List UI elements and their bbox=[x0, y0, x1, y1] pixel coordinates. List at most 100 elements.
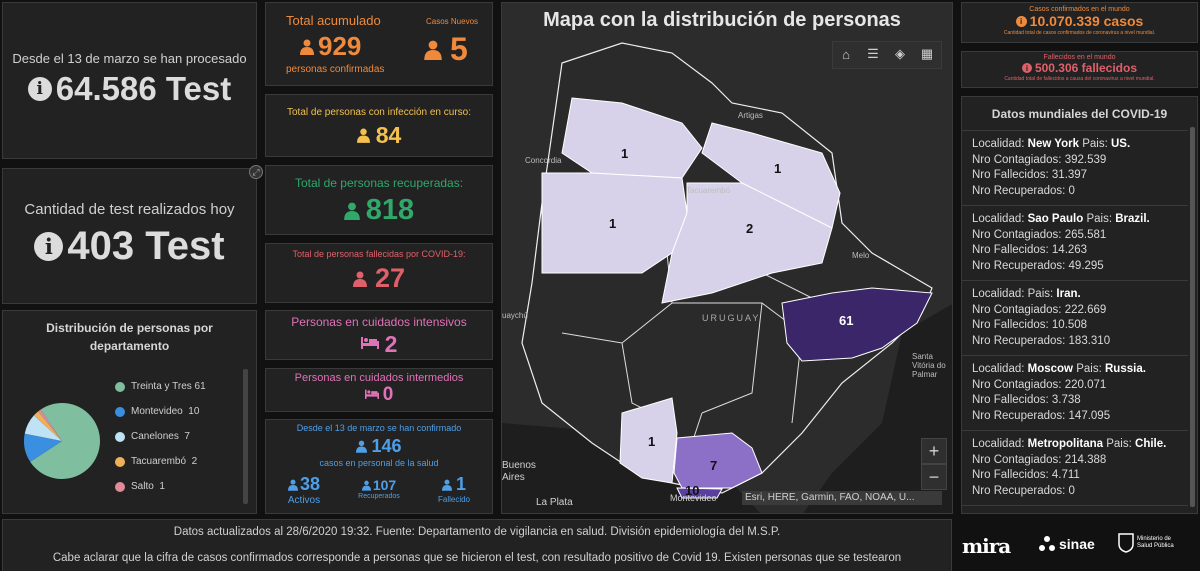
mira-logo[interactable]: mira bbox=[962, 534, 1011, 558]
legend-label: Canelones bbox=[131, 431, 179, 442]
tests-today-caption: Cantidad de test realizados hoy bbox=[24, 201, 235, 218]
region-san-jose bbox=[619, 397, 678, 484]
map-attribution[interactable]: Esri, HERE, Garmin, FAO, NOAA, U... bbox=[742, 491, 942, 505]
world-entry[interactable]: Localidad: Moscow Pais: Russia. Nro Conta… bbox=[962, 356, 1188, 431]
count-tacuarembo: 2 bbox=[746, 221, 754, 236]
world-deaths-title: Fallecidos en el mundo bbox=[1043, 54, 1116, 61]
zoom-in-button[interactable]: + bbox=[921, 438, 947, 464]
place-label-artigas: Artigas bbox=[738, 111, 763, 120]
world-entry[interactable]: Localidad: Sao Paulo Pais: Brazil. Nro Co… bbox=[962, 206, 1188, 281]
pie-slice[interactable] bbox=[30, 403, 101, 479]
intermediate-title: Personas en cuidados intermedios bbox=[294, 372, 464, 384]
footer-line2: Cabe aclarar que la cifra de casos confi… bbox=[52, 552, 902, 564]
map-panel[interactable]: Mapa con la distribución de personas bbox=[501, 2, 953, 514]
person-icon bbox=[352, 271, 367, 287]
world-entry-location: Localidad: Metropolitana Pais: Chile. bbox=[972, 438, 1167, 450]
world-entry-dead: Nro Fallecidos: 4.711 bbox=[972, 469, 1080, 481]
new-cases-title: Casos Nuevos bbox=[426, 17, 479, 26]
legend-item[interactable]: Treinta y Tres 61 bbox=[115, 374, 235, 399]
person-icon bbox=[343, 202, 360, 220]
place-label-concordia: Concordia bbox=[525, 156, 562, 165]
legend-label: Montevideo bbox=[131, 406, 183, 417]
legend-item[interactable]: Tacuarembó 2 bbox=[115, 449, 235, 474]
tests-today-value: 403 Test bbox=[67, 224, 225, 268]
intermediate-panel: Personas en cuidados intermedios 0 bbox=[265, 368, 493, 412]
tests-total-value: 64.586 Test bbox=[55, 70, 232, 107]
intermediate-value: 0 bbox=[382, 384, 394, 405]
pie-slice[interactable] bbox=[33, 411, 62, 441]
world-cases-value: 10.070.339 casos bbox=[1029, 13, 1144, 29]
legend-value: 61 bbox=[194, 381, 206, 392]
new-cases-value: 5 bbox=[450, 31, 468, 67]
legend-dot bbox=[115, 406, 125, 417]
bed-icon bbox=[364, 386, 379, 404]
list-icon[interactable]: ☰ bbox=[867, 46, 879, 61]
recovered-panel: Total de personas recuperadas: 818 bbox=[265, 165, 493, 235]
world-entry[interactable]: Localidad: New York Pais: US. Nro Contagi… bbox=[962, 131, 1188, 206]
legend-item[interactable]: Salto 1 bbox=[115, 474, 235, 499]
zoom-out-button[interactable]: − bbox=[921, 464, 947, 490]
legend-item[interactable]: Montevideo 10 bbox=[115, 399, 235, 424]
person-icon bbox=[441, 479, 452, 491]
pie-slice[interactable] bbox=[24, 415, 62, 441]
world-entry-location: Localidad: Pais: Iran. bbox=[972, 288, 1081, 300]
person-icon bbox=[361, 480, 371, 491]
distribution-legend: Treinta y Tres 61 Montevideo 10 Canelone… bbox=[115, 374, 235, 499]
legend-scrollbar[interactable] bbox=[243, 369, 248, 504]
recovered-value: 818 bbox=[365, 194, 415, 226]
count-artigas: 1 bbox=[621, 146, 629, 161]
sinae-logo-icon bbox=[1038, 535, 1056, 553]
legend-value: 7 bbox=[184, 431, 190, 442]
info-icon: i bbox=[34, 232, 64, 261]
home-icon[interactable]: ⌂ bbox=[842, 46, 850, 62]
world-entry-cont: Nro Contagiados: 265.581 bbox=[972, 228, 1107, 241]
distribution-panel: Distribución de personas por departament… bbox=[2, 310, 257, 514]
legend-label: Tacuarembó bbox=[131, 456, 187, 467]
world-data-panel: Datos mundiales del COVID-19 Localidad: … bbox=[961, 96, 1198, 514]
world-deaths-panel: Fallecidos en el mundo i 500.306 falleci… bbox=[961, 51, 1198, 88]
health-staff-value: 146 bbox=[371, 436, 402, 456]
health-deceased-label: Fallecido bbox=[437, 495, 470, 504]
deaths-title: Total de personas fallecidas por COVID-1… bbox=[292, 249, 466, 259]
confirmed-value: 929 bbox=[318, 31, 362, 61]
world-entry-rec: Nro Recuperados: 183.310 bbox=[972, 334, 1111, 347]
map-canvas[interactable] bbox=[502, 3, 953, 514]
region-treinta-y-tres bbox=[781, 287, 933, 362]
world-data-list[interactable]: Localidad: New York Pais: US. Nro Contagi… bbox=[962, 130, 1188, 513]
count-salto: 1 bbox=[609, 216, 617, 231]
tests-total-caption: Desde el 13 de marzo se han procesado bbox=[12, 51, 247, 66]
place-label-santa-vitoria: Santa Vitória do Palmar bbox=[912, 352, 946, 379]
world-entry-rec: Nro Recuperados: 49.295 bbox=[972, 259, 1104, 272]
legend-item[interactable]: Canelones 7 bbox=[115, 424, 235, 449]
world-entry-dead: Nro Fallecidos: 3.738 bbox=[972, 394, 1081, 406]
person-icon bbox=[300, 39, 314, 55]
deaths-panel: Total de personas fallecidas por COVID-1… bbox=[265, 243, 493, 303]
world-data-scrollbar[interactable] bbox=[1190, 127, 1195, 507]
world-entry-cont: Nro Contagiados: 222.669 bbox=[972, 303, 1107, 316]
pie-slice[interactable] bbox=[23, 433, 62, 462]
pie-slice[interactable] bbox=[38, 409, 62, 441]
legend-value: 2 bbox=[191, 456, 198, 467]
info-icon: i bbox=[27, 77, 52, 101]
bed-icon bbox=[360, 335, 379, 354]
legend-value: 1 bbox=[159, 481, 165, 492]
logos-bar: mira sinae Ministerio de Salud Pública bbox=[958, 519, 1200, 571]
expand-icon[interactable]: ⤢ bbox=[249, 165, 263, 179]
distribution-pie bbox=[23, 403, 101, 479]
count-montevideo: 10 bbox=[685, 483, 700, 498]
world-entry[interactable]: Localidad: Pais: Iran. Nro Contagiados: 2… bbox=[962, 281, 1188, 356]
world-cases-title: Casos confirmados en el mundo bbox=[1029, 6, 1130, 13]
world-entry[interactable]: Localidad: California Pais: US.Nro Conta… bbox=[962, 506, 1188, 513]
place-label-montevideo: Montevideo bbox=[670, 493, 717, 503]
msp-logo[interactable]: Ministerio de Salud Pública bbox=[1118, 533, 1177, 553]
tests-today-panel: Cantidad de test realizados hoy i 403 Te… bbox=[2, 168, 257, 304]
legend-dot bbox=[115, 431, 125, 442]
sinae-logo[interactable]: sinae bbox=[1038, 535, 1095, 553]
world-entry[interactable]: Localidad: Metropolitana Pais: Chile. Nro… bbox=[962, 431, 1188, 506]
map-title: Mapa con la distribución de personas bbox=[543, 9, 901, 31]
layers-icon[interactable]: ◈ bbox=[895, 46, 905, 61]
place-label-tacuarembo: Tacuarembó bbox=[686, 186, 731, 195]
place-label-la-plata: La Plata bbox=[536, 497, 573, 508]
qr-icon[interactable]: ▦ bbox=[920, 46, 934, 61]
world-entry-cont: Nro Contagiados: 392.539 bbox=[972, 153, 1107, 166]
